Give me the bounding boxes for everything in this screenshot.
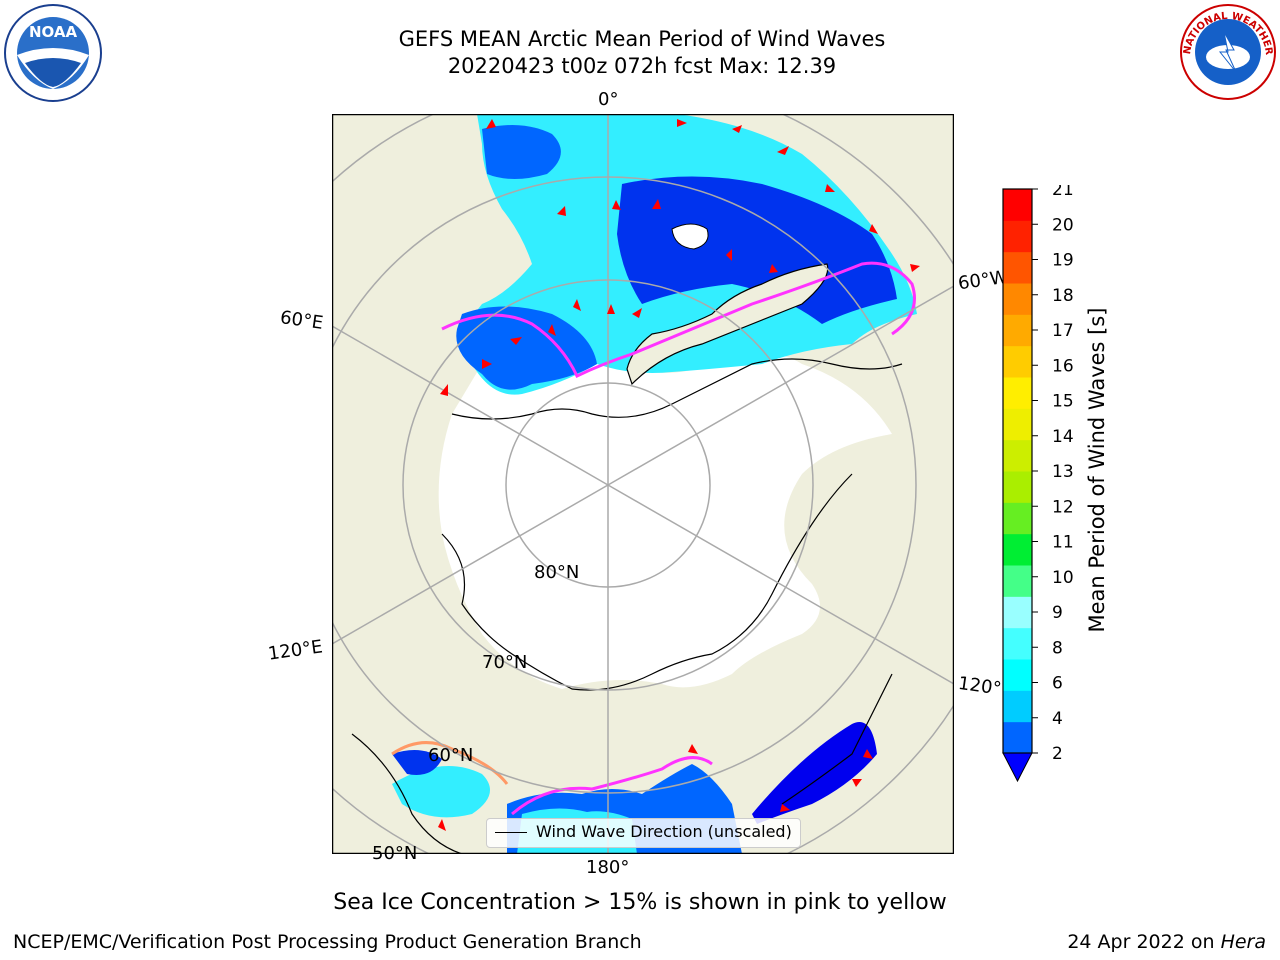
colorbar-tick-label: 15 [1052, 392, 1074, 412]
ice-edge-pacific [511, 756, 713, 816]
colorbar-tick-label: 13 [1052, 462, 1074, 482]
colorbar-band [1003, 314, 1032, 347]
colorbar-tick-label: 6 [1052, 674, 1063, 694]
colorbar-tick-label: 14 [1052, 427, 1074, 447]
iceland [671, 223, 709, 250]
arctic-map [332, 114, 954, 854]
colorbar-tick-label: 11 [1052, 533, 1074, 553]
okhotsk-deep-waves [392, 750, 442, 775]
atlantic-deep-waves [617, 176, 897, 324]
colorbar-band [1003, 408, 1032, 441]
footer-host: Hera [1220, 931, 1266, 953]
noaa-logo-text: NOAA [29, 23, 78, 41]
lat-label-70n: 70°N [482, 652, 528, 673]
colorbar-band [1003, 659, 1032, 691]
graticule [332, 114, 954, 854]
colorbar-band [1003, 565, 1032, 597]
colorbar-tick-label: 8 [1052, 638, 1063, 658]
wave-arrows [438, 119, 920, 831]
colorbar-tick-label: 18 [1052, 286, 1074, 306]
okhotsk-waves [392, 766, 490, 818]
white-sea-waves [482, 125, 561, 179]
colorbar-band [1003, 439, 1032, 472]
barents-waves [456, 306, 597, 390]
colorbar-tick-label: 17 [1052, 321, 1074, 341]
colorbar-band [1003, 627, 1032, 660]
colorbar: 2 4 6 8 9 10 11 12 13 14 15 16 17 18 19 20 21 [1002, 185, 1074, 783]
legend-line-swatch [495, 832, 527, 833]
footer-date-text: 24 Apr 2022 on [1067, 931, 1215, 953]
colorbar-band [1003, 251, 1032, 284]
gulf-alaska-waves [752, 722, 877, 824]
chart-title: GEFS MEAN Arctic Mean Period of Wind Wav… [398, 27, 886, 51]
colorbar-tick-label: 9 [1052, 603, 1063, 623]
lon-label-0: 0° [598, 89, 619, 110]
colorbar-tick-label: 10 [1052, 568, 1074, 588]
arctic-ocean-ice [438, 337, 892, 689]
colorbar-band [1003, 690, 1032, 723]
lat-label-50n: 50°N [372, 843, 418, 864]
colorbar-tick-label: 20 [1052, 215, 1074, 235]
colorbar-tick-label: 19 [1052, 251, 1074, 271]
colorbar-title: Mean Period of Wind Waves [s] [1085, 307, 1109, 633]
chart-subtitle: 20220423 t00z 072h fcst Max: 12.39 [447, 54, 837, 78]
colorbar-tick-label: 2 [1052, 744, 1063, 764]
colorbar-band [1003, 721, 1032, 754]
colorbar-band [1003, 220, 1032, 253]
noaa-logo: NOAA [4, 4, 102, 102]
colorbar-band [1003, 471, 1032, 503]
colorbar-band [1003, 596, 1032, 629]
coastlines [351, 358, 903, 854]
ice-edge-atlantic [441, 261, 916, 379]
footer-credit: NCEP/EMC/Verification Post Processing Pr… [13, 931, 642, 953]
lat-label-60n: 60°N [428, 745, 474, 766]
colorbar-tick-label: 4 [1052, 709, 1063, 729]
colorbar-band [1003, 533, 1032, 566]
colorbar-band [1003, 189, 1032, 221]
map-border [332, 114, 954, 854]
legend: Wind Wave Direction (unscaled) [486, 818, 801, 848]
colorbar-tick-label: 16 [1052, 356, 1074, 376]
colorbar-band [1003, 283, 1032, 315]
legend-label: Wind Wave Direction (unscaled) [536, 822, 792, 841]
colorbar-tick-label: 12 [1052, 497, 1074, 517]
lat-label-80n: 80°N [534, 562, 580, 583]
nws-logo: NATIONAL WEATHER SERVICE [1178, 2, 1276, 100]
sea-ice-note: Sea Ice Concentration > 15% is shown in … [333, 890, 947, 915]
colorbar-tick-label: 21 [1052, 185, 1074, 200]
colorbar-extend-min [1002, 752, 1033, 783]
colorbar-band [1003, 345, 1032, 378]
colorbar-band [1003, 502, 1032, 535]
lon-label-180: 180° [586, 857, 630, 878]
colorbar-band [1003, 377, 1032, 409]
footer-date: 24 Apr 2022 on Hera [1067, 931, 1266, 953]
lon-label-60e: 60°E [278, 307, 325, 334]
lon-label-120e: 120°E [266, 636, 324, 665]
